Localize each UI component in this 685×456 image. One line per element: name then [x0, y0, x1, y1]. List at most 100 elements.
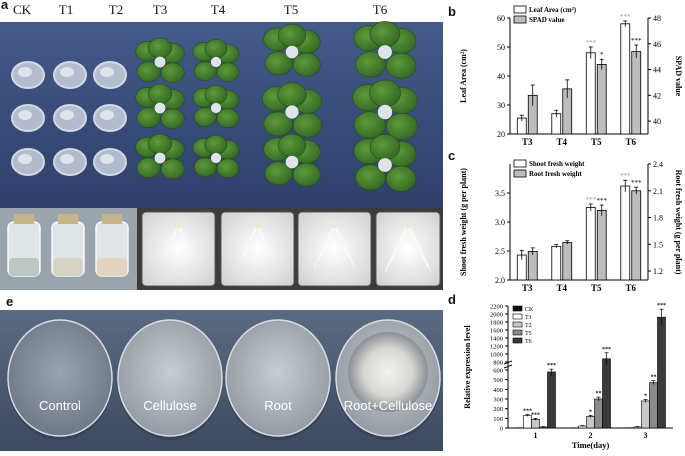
pot: [286, 46, 299, 59]
pot: [155, 153, 166, 164]
bar: [563, 243, 572, 280]
y-tick-label: 20: [497, 130, 505, 139]
category-label: T5: [591, 283, 602, 293]
legend-swatch: [514, 6, 526, 13]
pot: [155, 57, 166, 68]
legend-label: T1: [525, 315, 532, 321]
y2-tick-label: 1.2: [653, 267, 663, 276]
jar-highlight: [18, 110, 32, 120]
bar: [528, 251, 537, 280]
legend-label: CK: [525, 307, 534, 313]
y-tick-label: 1400: [490, 336, 503, 343]
y-tick-label: 1000: [490, 352, 503, 359]
y2-axis-label: Root fresh weight (g per plant): [674, 170, 683, 275]
root-crown: [254, 220, 262, 228]
category-label: 1: [534, 431, 538, 440]
group-label: T4: [204, 2, 232, 18]
legend-label: Root fresh weight: [529, 170, 582, 178]
x-axis-label: Time(day): [572, 440, 610, 450]
leaf: [205, 85, 227, 104]
bar: [621, 24, 630, 134]
bar: [632, 191, 641, 280]
y-tick-label: 1200: [490, 344, 503, 351]
plate-label: Root: [223, 398, 333, 413]
leaf: [293, 53, 320, 76]
leaf: [217, 159, 239, 178]
jar-neck: [58, 214, 78, 224]
root-crown: [175, 220, 183, 228]
leaf: [161, 109, 184, 129]
bar: [548, 372, 556, 428]
category-label: 2: [589, 431, 593, 440]
group-label: T3: [146, 2, 174, 18]
bar: [658, 317, 666, 428]
y-tick-label: 60: [497, 14, 505, 23]
pot: [378, 158, 392, 172]
jar-highlight: [60, 110, 74, 120]
jar-medium: [53, 258, 83, 276]
pot: [378, 105, 392, 119]
legend-label: Shoot fresh weight: [529, 160, 585, 168]
group-label: T5: [277, 2, 305, 18]
significance-mark: **: [596, 391, 602, 397]
category-label: T3: [522, 283, 533, 293]
significance-mark: ***: [631, 37, 642, 45]
leaf: [278, 24, 305, 47]
bar: [642, 401, 650, 428]
y2-tick-label: 2.4: [653, 160, 663, 169]
significance-mark: ***: [586, 196, 597, 204]
significance-mark: ***: [586, 39, 597, 47]
bar: [552, 246, 561, 280]
y2-tick-label: 1.5: [653, 240, 663, 249]
y2-axis-label: SPAD value: [674, 56, 683, 97]
leaf: [161, 159, 184, 179]
y-tick-label: 40: [497, 72, 505, 81]
jar-medium: [97, 258, 127, 276]
significance-mark: ***: [620, 172, 631, 180]
pot: [211, 153, 221, 163]
leaf: [278, 134, 305, 157]
leaf: [148, 84, 171, 104]
legend-label: T2: [525, 323, 532, 329]
group-label: CK: [8, 2, 36, 18]
bar: [586, 53, 595, 134]
y-tick-label: 600: [493, 368, 503, 375]
significance-mark: ***: [657, 303, 666, 309]
pot: [155, 103, 166, 114]
legend-label: SPAD value: [529, 16, 564, 24]
leaf: [370, 134, 400, 159]
y-tick-label: 800: [493, 360, 503, 367]
y-tick-label: 1800: [490, 320, 503, 327]
jar-highlight: [60, 67, 74, 77]
leaf: [217, 109, 239, 128]
plate-label: Cellulose: [115, 398, 225, 413]
plate-label: Root+Cellulose: [333, 398, 443, 413]
y2-tick-label: 44: [653, 66, 661, 75]
jar-neck: [14, 214, 34, 224]
y-tick-label: 30: [497, 101, 505, 110]
y-tick-label: 3.0: [495, 218, 505, 227]
legend-label: T6: [525, 339, 532, 345]
panel-letter-e: e: [6, 294, 13, 309]
bar: [597, 64, 606, 134]
y-tick-label: 2.5: [495, 247, 505, 256]
bar: [650, 383, 658, 428]
y-tick-label: 50: [497, 43, 505, 52]
leaf: [278, 83, 307, 107]
jar-highlight: [18, 154, 32, 164]
bar: [595, 399, 603, 428]
bar: [603, 359, 611, 428]
pot: [211, 57, 221, 67]
leaf: [217, 63, 239, 82]
group-label: T1: [52, 2, 80, 18]
jar-highlight: [100, 67, 114, 77]
leaf: [205, 39, 227, 58]
plate-label: Control: [5, 398, 115, 413]
significance-mark: ***: [620, 13, 631, 21]
y2-tick-label: 1.8: [653, 214, 663, 223]
category-label: T6: [625, 283, 636, 293]
jar-highlight: [100, 154, 114, 164]
legend-swatch: [513, 322, 522, 327]
